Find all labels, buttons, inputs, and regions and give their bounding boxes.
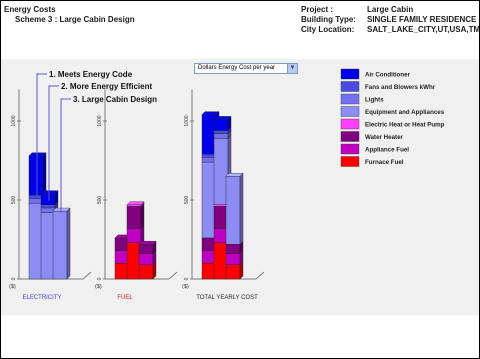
legend-swatch: [340, 81, 360, 92]
bar-segment: [138, 253, 154, 265]
city-location-value: SALT_LAKE_CITY,UT,USA,TM: [367, 25, 480, 34]
group-label: ELECTRICITY: [22, 295, 61, 301]
y-unit-label: ($): [9, 284, 16, 290]
report-header: Energy Costs Scheme 3 : Large Cabin Desi…: [1, 1, 479, 45]
legend-label: Air Conditioner: [365, 72, 411, 79]
group-label: TOTAL YEARLY COST: [196, 295, 258, 301]
legend-swatch: [340, 131, 360, 142]
building-type-value: SINGLE FAMILY RESIDENCE: [367, 15, 477, 24]
legend-label: Lights: [365, 97, 384, 104]
bar-segment: [126, 204, 142, 207]
bar-segment: [126, 228, 142, 243]
bar-segment: [213, 119, 229, 131]
x-axis-depth-line: [82, 271, 92, 280]
scheme-leader-line: [48, 85, 59, 201]
legend-label: Electric Heat or Heat Pump: [365, 122, 445, 129]
scheme-label: 3. Large Cabin Design: [73, 95, 157, 104]
legend-label: Water Heater: [365, 134, 404, 141]
y-tick-label: 500: [97, 196, 103, 205]
cost-units-dropdown[interactable]: Dollars Energy Cost per year ▼: [194, 63, 298, 74]
bar-segment: [40, 193, 56, 205]
bar-top-face: [225, 173, 244, 177]
bar-segment: [213, 130, 229, 134]
x-axis-depth-line: [255, 271, 265, 280]
legend-swatch: [340, 106, 360, 117]
y-tick-label: 0: [97, 277, 103, 280]
bar-segment-side: [42, 152, 47, 196]
y-tick-label: 1000: [11, 115, 17, 126]
bar-segment: [225, 244, 241, 254]
y-tick-label: 0: [11, 277, 17, 280]
group-label: FUEL: [117, 295, 133, 301]
bar-segment: [225, 176, 241, 245]
project-label: Project :: [301, 5, 334, 14]
legend-label: Furnace Fuel: [365, 159, 404, 166]
y-tick-label: 1000: [184, 115, 190, 126]
scheme-leader-line: [60, 98, 71, 213]
report-title: Energy Costs: [4, 5, 56, 14]
scheme-label: 2. More Energy Efficient: [61, 82, 152, 91]
bar-segment-side: [140, 202, 145, 229]
y-tick-label: 0: [184, 277, 190, 280]
bar-segment: [40, 204, 56, 209]
bottom-blank-area: [1, 315, 479, 358]
bar-segment: [138, 264, 154, 280]
bar-segment: [225, 253, 241, 265]
building-type-label: Building Type:: [301, 15, 356, 24]
bar-segment-side: [239, 172, 244, 245]
scheme-label: 1. Meets Energy Code: [49, 70, 133, 79]
legend-swatch: [340, 143, 360, 155]
bar-segment: [126, 206, 142, 229]
bar-segment-side: [66, 207, 71, 280]
y-unit-label: ($): [182, 284, 189, 290]
legend-swatch: [340, 118, 360, 130]
legend-label: Appliance Fuel: [365, 147, 409, 154]
legend-label: Fans and Blowers kWhr: [365, 84, 436, 91]
legend-swatch: [340, 68, 360, 80]
chevron-down-icon[interactable]: ▼: [287, 64, 297, 73]
bar-segment: [138, 244, 154, 254]
y-unit-label: ($): [95, 284, 102, 290]
legend-label: Equipment and Appliances: [365, 109, 445, 116]
bar-top-face: [201, 111, 220, 115]
bar-segment: [28, 155, 44, 196]
city-location-label: City Location:: [301, 25, 355, 34]
y-tick-label: 500: [184, 196, 190, 205]
scheme-title: Scheme 3 : Large Cabin Design: [15, 15, 135, 24]
bar-segment: [213, 133, 229, 139]
scheme-leader-line: [36, 73, 47, 196]
bar-top-face: [213, 116, 232, 120]
project-value: Large Cabin: [367, 5, 414, 14]
x-axis-depth-line: [168, 271, 178, 280]
legend-swatch: [340, 156, 360, 167]
bar-segment: [225, 264, 241, 280]
bar-top-face: [126, 201, 145, 205]
bar-segment: [52, 210, 68, 280]
bar-top-face: [138, 241, 157, 245]
cost-units-selected: Dollars Energy Cost per year: [198, 65, 276, 71]
y-tick-label: 1000: [97, 115, 103, 126]
legend-swatch: [340, 93, 360, 105]
y-tick-label: 500: [11, 196, 17, 205]
